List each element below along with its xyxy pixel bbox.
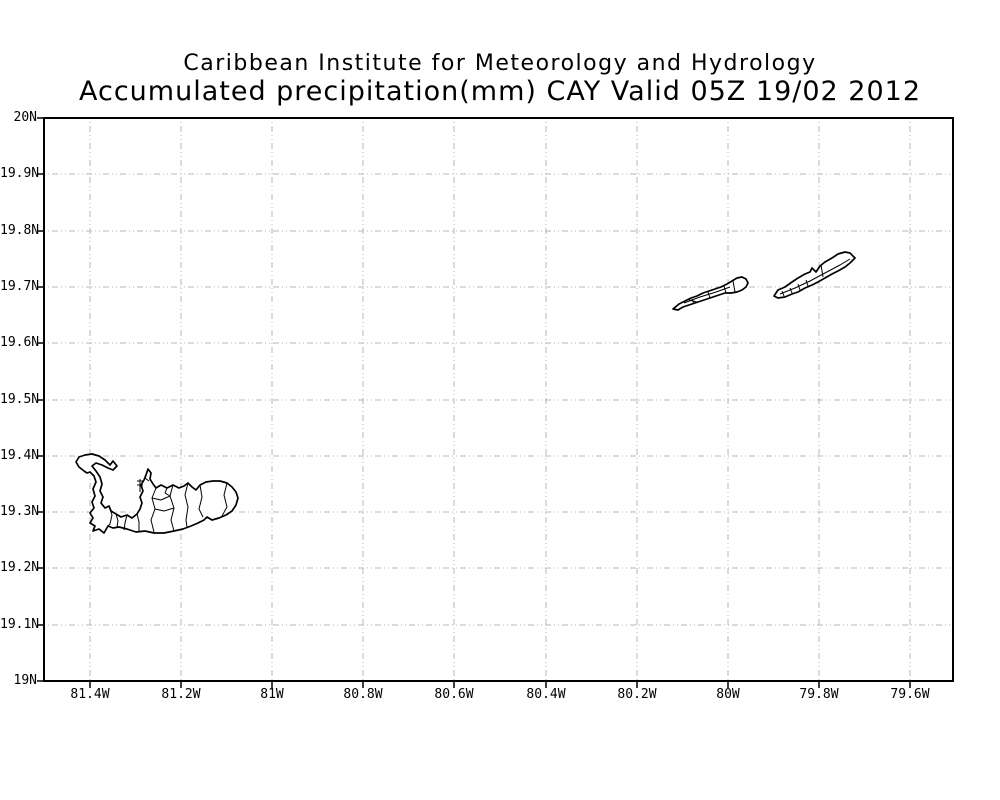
grand-cayman-coastline: [75, 453, 239, 534]
y-axis-label-20N: 20N: [13, 110, 37, 125]
cayman-brac-coastline: [773, 251, 856, 299]
plot-frame: [43, 117, 954, 682]
y-axis-label-19.5N: 19.5N: [0, 392, 40, 407]
institute-title: Caribbean Institute for Meteorology and …: [183, 51, 817, 76]
grid-layer: [44, 117, 953, 682]
x-axis-label-80.2W: 80.2W: [617, 687, 657, 702]
frame-layer: [37, 117, 954, 688]
cayman-brac-boundary-5: [820, 264, 824, 278]
grand-cayman-boundary-9: [151, 495, 171, 501]
little-cayman-boundary-5: [732, 280, 736, 293]
grand-cayman-boundary-10: [154, 507, 175, 512]
x-axis-label-79.6W: 79.6W: [890, 687, 930, 702]
cayman-brac-boundary-3: [797, 283, 801, 291]
grand-cayman-boundary-7: [198, 484, 204, 518]
grand-cayman-boundary-6: [184, 482, 189, 528]
little-cayman-boundary-2: [691, 298, 695, 305]
grand-cayman-boundary-2: [123, 514, 128, 531]
x-axis-label-80.8W: 80.8W: [343, 687, 383, 702]
product-title: Accumulated precipitation(mm) CAY Valid …: [78, 76, 921, 107]
island-layer: [75, 251, 856, 534]
grand-cayman-boundary-12: [144, 477, 150, 482]
little-cayman-boundary-4: [723, 285, 727, 294]
x-axis-label-81.2W: 81.2W: [161, 687, 201, 702]
y-axis-label-19.9N: 19.9N: [0, 166, 40, 181]
y-axis-label-19.3N: 19.3N: [0, 504, 40, 519]
x-axis-label-79.8W: 79.8W: [799, 687, 839, 702]
y-axis-label-19.6N: 19.6N: [0, 335, 40, 350]
x-axis-label-80W: 80W: [716, 687, 740, 702]
x-axis-label-81.4W: 81.4W: [70, 687, 110, 702]
cayman-brac-boundary-4: [805, 279, 809, 287]
cayman-brac-boundary-1: [781, 290, 785, 297]
cayman-brac-boundary-2: [789, 287, 793, 294]
grand-cayman-boundary-3: [136, 513, 140, 531]
y-axis-label-19.1N: 19.1N: [0, 617, 40, 632]
cayman-brac-boundary-0: [779, 258, 851, 295]
grand-cayman-boundary-8: [221, 482, 228, 517]
y-axis-label-19.2N: 19.2N: [0, 560, 40, 575]
x-axis-label-81W: 81W: [260, 687, 284, 702]
grand-cayman-boundary-11: [164, 487, 171, 497]
grand-cayman-boundary-0: [107, 505, 113, 527]
y-axis-label-19N: 19N: [13, 673, 37, 688]
x-axis-label-80.4W: 80.4W: [526, 687, 566, 702]
y-axis-label-19.4N: 19.4N: [0, 448, 40, 463]
y-axis-label-19.8N: 19.8N: [0, 223, 40, 238]
x-axis-label-80.6W: 80.6W: [434, 687, 474, 702]
y-axis-label-19.7N: 19.7N: [0, 279, 40, 294]
grand-cayman-boundary-1: [115, 513, 119, 528]
little-cayman-boundary-3: [707, 291, 711, 299]
